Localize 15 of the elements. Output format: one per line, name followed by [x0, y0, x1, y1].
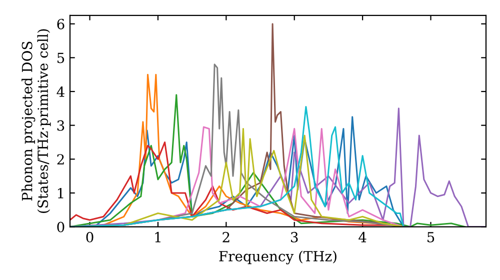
- y-tick-label: 2: [57, 154, 64, 164]
- y-tick-label: 6: [57, 18, 64, 30]
- x-tick-label: 4: [358, 232, 366, 242]
- y-tick-label: 4: [56, 86, 64, 97]
- x-tick-label: 0: [86, 232, 94, 242]
- x-tick-label: 5: [428, 232, 434, 242]
- y-tick-label: 1: [58, 188, 64, 198]
- x-axis-title: Frequency (THz): [219, 250, 336, 264]
- x-tick-label: 3: [291, 232, 298, 242]
- y-axis-title: Phonon projected DOS (States/THz·primitive cell): [22, 29, 51, 213]
- y-tick-label: 0: [57, 222, 64, 232]
- x-tick-label: 1: [155, 232, 160, 242]
- y-tick-label: 3: [57, 120, 64, 131]
- y-tick-label: 5: [57, 52, 64, 64]
- x-tick-label: 2: [222, 232, 230, 242]
